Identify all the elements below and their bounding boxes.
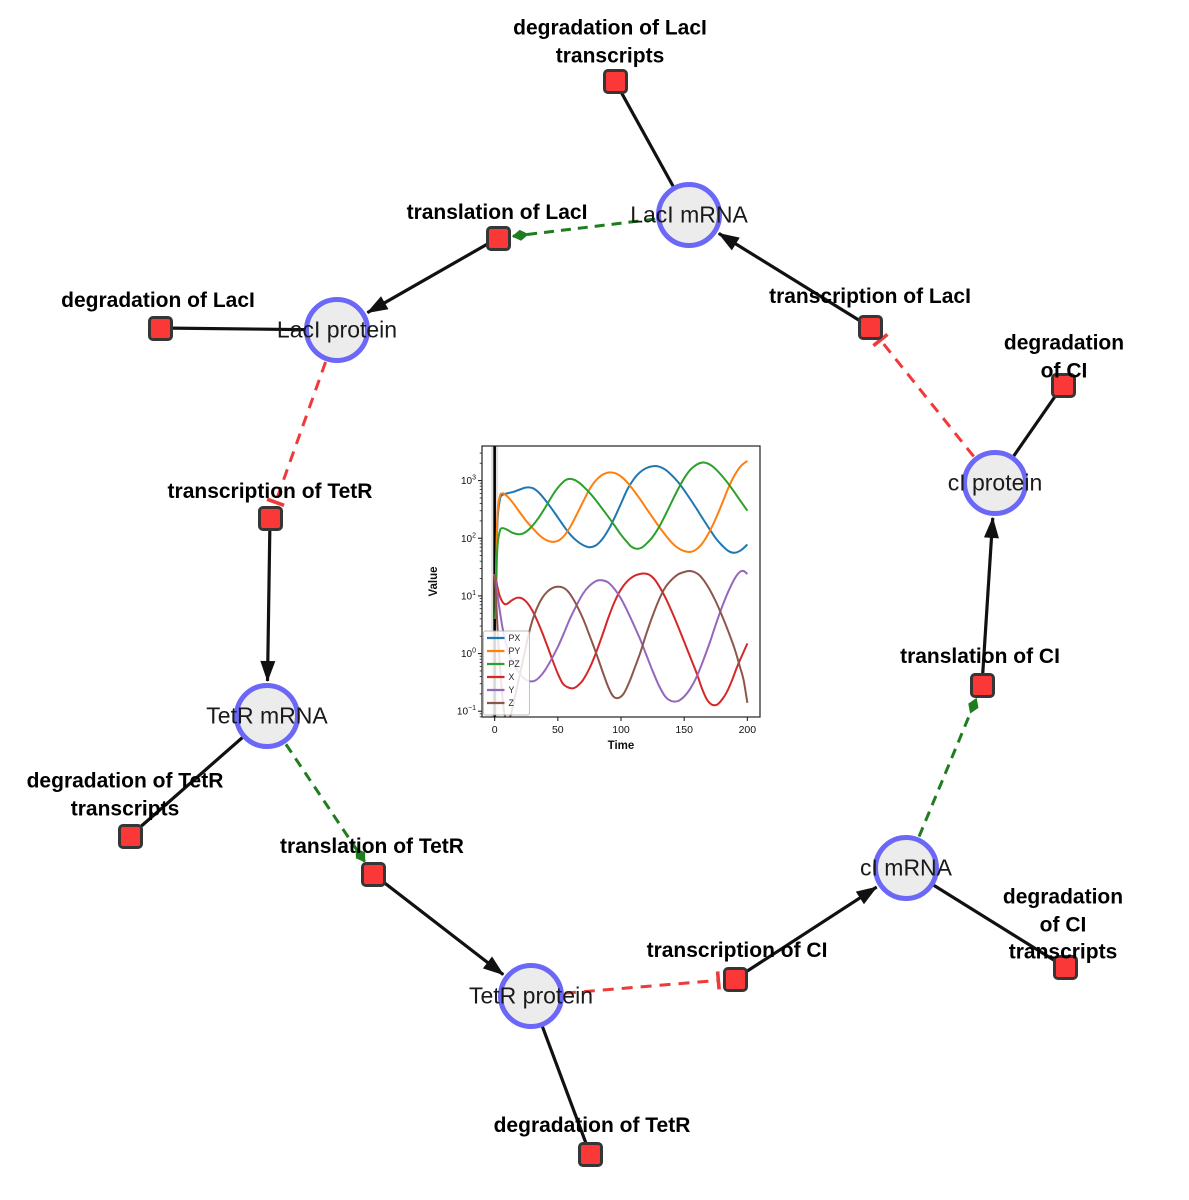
series-line-X (493, 572, 749, 707)
edge-production-translation-laci-to-laci-protein (366, 236, 499, 315)
edge-inhibition-ci-protein-to-transcription-laci (872, 332, 975, 458)
x-tick-label: 50 (552, 724, 564, 736)
series-line-PZ (494, 461, 749, 619)
series-line-PY (494, 460, 748, 619)
x-tick-label: 0 (492, 724, 498, 736)
legend-label-Y: Y (509, 685, 515, 695)
edge-production-translation-ci-to-ci-protein (980, 516, 999, 686)
x-tick-label: 150 (675, 724, 693, 736)
legend-label-Z: Z (509, 698, 515, 708)
legend-label-PX: PX (509, 633, 521, 643)
legend-label-PY: PY (509, 646, 521, 656)
x-axis-label: Time (608, 740, 635, 752)
edge-production-transcription-tetr-to-tetr-mrna (260, 517, 276, 683)
edge-production-translation-tetr-to-tetr-protein (372, 872, 505, 976)
series-line-PX (494, 465, 749, 619)
edge-catalysis-ci-mrna-to-translation-ci (917, 697, 979, 838)
x-tick-label: 200 (739, 724, 757, 736)
legend-label-X: X (509, 672, 515, 682)
edge-inhibition-tetr-protein-to-transcription-ci (564, 971, 721, 995)
edge-production-transcription-ci-to-ci-mrna (734, 885, 878, 981)
y-axis-label: Value (428, 566, 440, 596)
edge-catalysis-laci-mrna-to-translation-laci (511, 217, 656, 241)
edge-production-transcription-laci-to-laci-mrna (717, 232, 871, 329)
x-tick-label: 100 (612, 724, 630, 736)
edge-inhibition-laci-protein-to-transcription-tetr (266, 361, 327, 507)
legend-label-PZ: PZ (509, 659, 521, 669)
edge-catalysis-tetr-mrna-to-translation-tetr (284, 743, 366, 863)
